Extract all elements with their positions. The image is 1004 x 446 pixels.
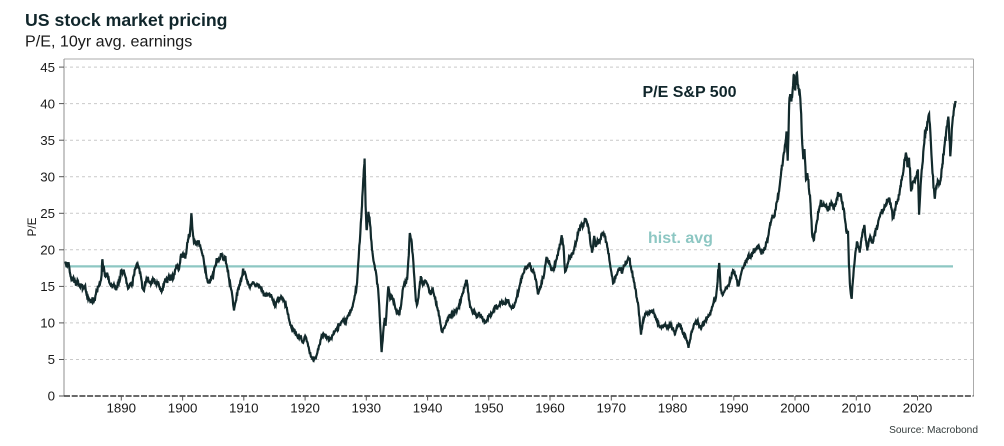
svg-text:40: 40 (40, 96, 55, 111)
svg-text:P/E, 10yr avg. earnings: P/E, 10yr avg. earnings (25, 33, 192, 51)
svg-text:10: 10 (40, 316, 55, 331)
svg-text:2020: 2020 (903, 401, 933, 416)
svg-text:25: 25 (40, 206, 55, 221)
svg-text:2000: 2000 (780, 401, 810, 416)
svg-text:1910: 1910 (229, 401, 259, 416)
svg-text:30: 30 (40, 169, 55, 184)
svg-text:2010: 2010 (842, 401, 872, 416)
svg-text:1900: 1900 (168, 401, 198, 416)
svg-text:1920: 1920 (290, 401, 320, 416)
svg-text:0: 0 (48, 389, 55, 404)
svg-text:US stock market pricing: US stock market pricing (25, 10, 228, 30)
svg-text:1970: 1970 (597, 401, 627, 416)
svg-text:P/E: P/E (25, 217, 39, 236)
svg-text:15: 15 (40, 279, 55, 294)
svg-text:20: 20 (40, 243, 55, 258)
svg-text:1930: 1930 (352, 401, 382, 416)
svg-text:hist. avg: hist. avg (648, 230, 713, 247)
svg-text:1890: 1890 (107, 401, 137, 416)
svg-text:45: 45 (40, 60, 55, 75)
svg-text:P/E S&P 500: P/E S&P 500 (643, 84, 737, 101)
svg-text:Source: Macrobond: Source: Macrobond (889, 425, 978, 436)
svg-text:35: 35 (40, 133, 55, 148)
svg-text:1980: 1980 (658, 401, 688, 416)
svg-text:1990: 1990 (719, 401, 749, 416)
svg-text:1960: 1960 (535, 401, 565, 416)
svg-text:1940: 1940 (413, 401, 443, 416)
svg-text:5: 5 (48, 352, 55, 367)
svg-text:1950: 1950 (474, 401, 504, 416)
